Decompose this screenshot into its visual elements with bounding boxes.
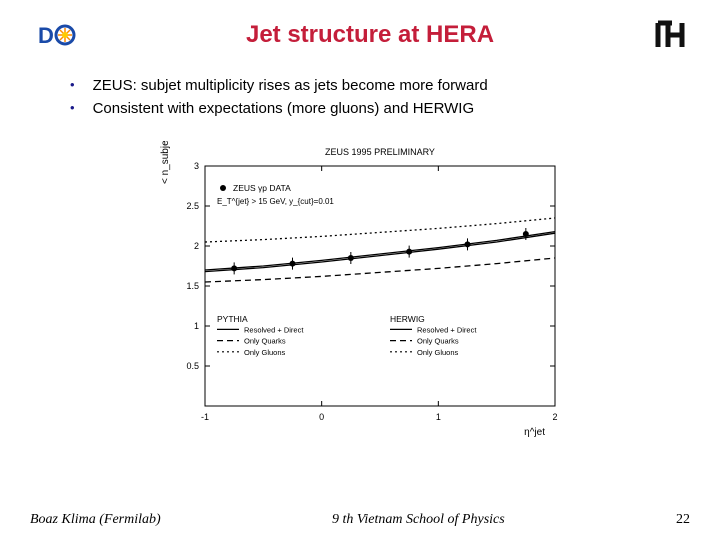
svg-text:2: 2 (552, 412, 557, 422)
svg-text:Resolved + Direct: Resolved + Direct (417, 325, 477, 334)
footer-venue: 9 th Vietnam School of Physics (332, 512, 505, 528)
svg-text:2.5: 2.5 (186, 201, 199, 211)
svg-text:Only Quarks: Only Quarks (244, 337, 286, 346)
svg-text:-1: -1 (201, 412, 209, 422)
svg-text:Resolved + Direct: Resolved + Direct (244, 325, 304, 334)
subjet-chart: ZEUS 1995 PRELIMINARY 0.5 1 1.5 2 2.5 3 -1 0 1 2 < … (150, 141, 570, 441)
svg-text:0: 0 (319, 412, 324, 422)
bullet-list: • ZEUS: subjet multiplicity rises as jet… (0, 60, 720, 131)
fermilab-logo (650, 15, 690, 55)
svg-text:D: D (38, 23, 54, 48)
svg-text:Only Gluons: Only Gluons (417, 348, 459, 357)
svg-text:1: 1 (194, 321, 199, 331)
bullet-item: • ZEUS: subjet multiplicity rises as jet… (70, 75, 660, 96)
svg-text:ZEUS 1995 PRELIMINARY: ZEUS 1995 PRELIMINARY (325, 147, 435, 157)
svg-text:η^jet: η^jet (524, 427, 545, 438)
svg-text:0.5: 0.5 (186, 361, 199, 371)
svg-text:3: 3 (194, 161, 199, 171)
svg-text:ZEUS γp DATA: ZEUS γp DATA (233, 183, 291, 193)
bullet-item: • Consistent with expectations (more glu… (70, 98, 660, 119)
slide-title: Jet structure at HERA (90, 21, 650, 49)
bullet-text: ZEUS: subjet multiplicity rises as jets … (93, 75, 488, 96)
footer-page: 22 (676, 512, 690, 528)
footer-author: Boaz Klima (Fermilab) (30, 512, 161, 528)
slide-footer: Boaz Klima (Fermilab) 9 th Vietnam Schoo… (0, 512, 720, 528)
svg-text:2: 2 (194, 241, 199, 251)
svg-text:PYTHIA: PYTHIA (217, 314, 248, 324)
bullet-marker: • (70, 75, 75, 95)
svg-text:1.5: 1.5 (186, 281, 199, 291)
d0-logo: D (30, 15, 90, 55)
bullet-marker: • (70, 98, 75, 118)
bullet-text: Consistent with expectations (more gluon… (93, 98, 475, 119)
svg-text:Only Quarks: Only Quarks (417, 337, 459, 346)
svg-text:Only Gluons: Only Gluons (244, 348, 286, 357)
svg-text:HERWIG: HERWIG (390, 314, 425, 324)
svg-text:< n_subjet >: < n_subjet > (160, 141, 171, 184)
svg-text:E_T^{jet} > 15 GeV, y_{cut}=0.: E_T^{jet} > 15 GeV, y_{cut}=0.01 (217, 197, 334, 206)
svg-text:1: 1 (436, 412, 441, 422)
